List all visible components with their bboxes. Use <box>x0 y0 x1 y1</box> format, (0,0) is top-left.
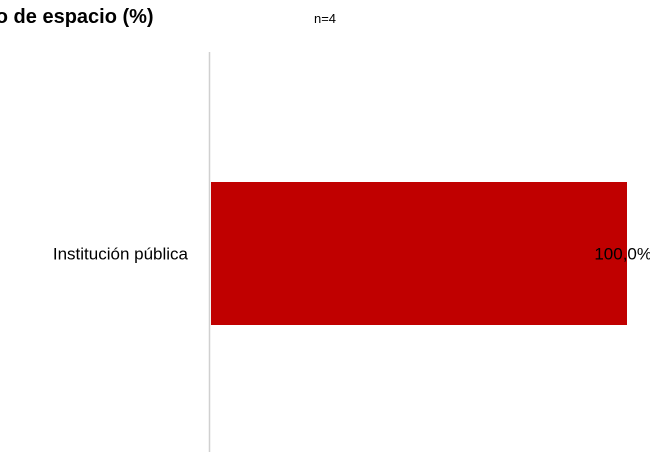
chart-title: ipo de espacio (%) <box>0 6 154 28</box>
data-label-0: 100,0% <box>594 245 650 264</box>
chart-subtitle: n=4 <box>313 11 337 26</box>
bar-0 <box>211 182 627 325</box>
bars-group: Institución pública 100,0% <box>53 182 650 325</box>
category-label-0: Institución pública <box>53 245 189 264</box>
